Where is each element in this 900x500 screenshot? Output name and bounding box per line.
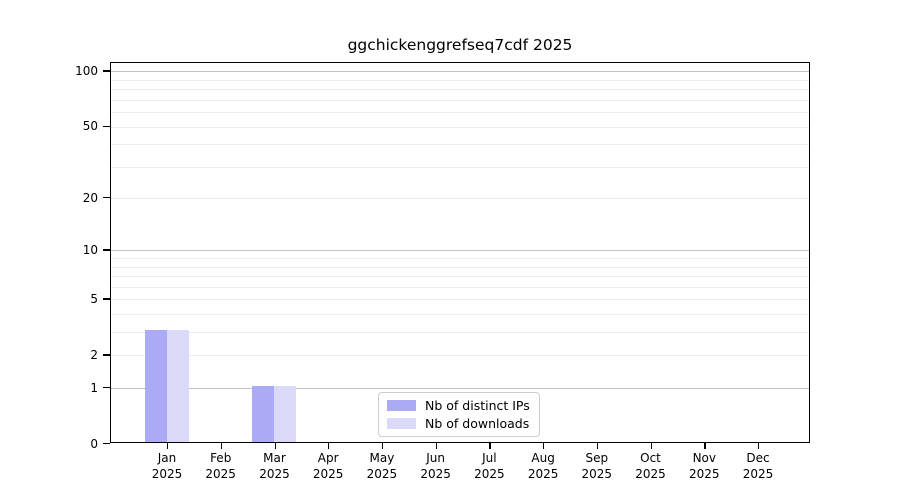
x-tick-mark <box>328 443 330 449</box>
bar-downloads <box>166 330 189 442</box>
y-tick-mark <box>103 298 110 300</box>
gridline-minor <box>111 276 809 278</box>
x-tick-mark <box>435 443 437 449</box>
x-tick-label-jan: Jan 2025 <box>151 451 183 481</box>
x-tick-label-sep: Sep 2025 <box>581 451 613 481</box>
y-tick-mark <box>103 125 110 127</box>
y-tick-label: 100 <box>75 63 98 78</box>
gridline-minor <box>111 198 809 200</box>
legend-swatch-icon <box>387 418 416 429</box>
y-tick-label: 50 <box>82 119 98 133</box>
y-tick-label: 10 <box>82 242 98 257</box>
x-tick-mark <box>489 443 491 449</box>
x-tick-label-nov: Nov 2025 <box>689 451 720 481</box>
x-tick-mark <box>543 443 545 449</box>
gridline-minor <box>111 79 809 81</box>
x-tick-mark <box>274 443 276 449</box>
gridline-major <box>111 388 809 389</box>
x-tick-label-jul: Jul 2025 <box>474 451 505 481</box>
gridline-minor <box>111 258 809 260</box>
y-tick-label: 0 <box>90 436 98 451</box>
y-tick-label: 1 <box>90 380 98 395</box>
gridline-minor <box>111 89 809 91</box>
x-tick-label-apr: Apr 2025 <box>312 451 344 481</box>
x-tick-label-jun: Jun 2025 <box>420 451 451 481</box>
gridline-minor <box>111 112 809 114</box>
x-tick-label-oct: Oct 2025 <box>635 451 666 481</box>
y-tick-mark <box>103 197 110 199</box>
legend-entry-downloads: Nb of downloads <box>387 416 530 431</box>
x-tick-label-dec: Dec 2025 <box>742 451 774 481</box>
chart-title: ggchickenggrefseq7cdf 2025 <box>347 36 573 54</box>
x-tick-label-mar: Mar 2025 <box>259 451 290 481</box>
gridline-minor <box>111 266 809 268</box>
gridline-minor <box>111 144 809 146</box>
gridline-minor <box>111 314 809 315</box>
y-tick-mark <box>103 354 110 356</box>
x-tick-label-may: May 2025 <box>366 451 398 481</box>
x-tick-mark <box>650 443 652 449</box>
gridline-major <box>111 250 809 252</box>
x-tick-mark <box>381 443 384 449</box>
y-tick-label: 2 <box>90 347 98 362</box>
y-tick-label: 5 <box>90 291 98 306</box>
x-tick-mark <box>758 443 760 449</box>
legend-swatch-icon <box>387 400 416 411</box>
y-tick-mark <box>103 443 110 445</box>
x-tick-mark <box>704 443 706 449</box>
x-tick-mark <box>220 443 222 449</box>
gridline-minor <box>111 332 809 334</box>
y-tick-mark <box>103 387 110 389</box>
y-tick-mark <box>103 249 110 251</box>
gridline-minor <box>111 166 809 168</box>
legend-entry-label: Nb of downloads <box>425 416 530 431</box>
x-tick-mark <box>167 443 169 449</box>
plot-area: Nb of distinct IPs Nb of downloads <box>110 62 810 443</box>
legend: Nb of distinct IPs Nb of downloads <box>378 392 540 437</box>
gridline-minor <box>111 299 809 301</box>
x-tick-mark <box>596 443 599 449</box>
gridline-minor <box>111 286 809 288</box>
x-tick-label-aug: Aug 2025 <box>527 451 559 481</box>
legend-entry-distinct-ips: Nb of distinct IPs <box>387 398 530 413</box>
bar-downloads <box>274 386 296 442</box>
y-tick-label: 20 <box>82 190 98 205</box>
gridline-minor <box>111 126 809 128</box>
gridline-major <box>111 71 809 73</box>
gridline-minor <box>111 355 809 357</box>
x-tick-label-feb: Feb 2025 <box>205 451 236 481</box>
legend-entry-label: Nb of distinct IPs <box>425 398 530 413</box>
y-tick-mark <box>103 70 110 72</box>
bar-distinct-ips <box>252 386 274 442</box>
gridline-minor <box>111 99 809 101</box>
bar-distinct-ips <box>144 330 167 442</box>
